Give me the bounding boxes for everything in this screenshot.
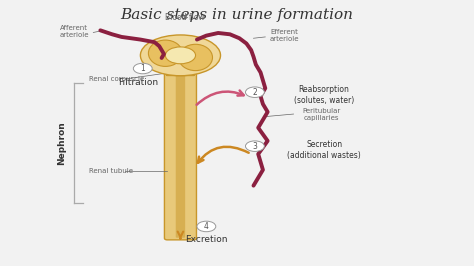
FancyBboxPatch shape: [164, 71, 197, 240]
Ellipse shape: [179, 44, 212, 70]
Circle shape: [197, 221, 216, 232]
Text: 2: 2: [253, 88, 257, 97]
Text: Basic steps in urine formation: Basic steps in urine formation: [120, 8, 354, 22]
Circle shape: [246, 141, 264, 151]
Text: 3: 3: [253, 142, 257, 151]
Text: Excretion: Excretion: [185, 235, 228, 244]
Ellipse shape: [148, 40, 182, 66]
Text: Afferent
arteriole: Afferent arteriole: [60, 25, 89, 38]
FancyBboxPatch shape: [166, 61, 195, 76]
Ellipse shape: [140, 35, 220, 76]
Text: Efferent
arteriole: Efferent arteriole: [269, 28, 299, 41]
Text: Nephron: Nephron: [57, 121, 66, 165]
Text: Renal tubule: Renal tubule: [89, 168, 133, 174]
Text: 1: 1: [140, 64, 145, 73]
Circle shape: [246, 87, 264, 97]
Circle shape: [165, 47, 196, 64]
Text: Blood flow: Blood flow: [165, 13, 205, 22]
Text: 4: 4: [204, 222, 209, 231]
Circle shape: [133, 63, 152, 74]
Text: Reabsorption
(solutes, water): Reabsorption (solutes, water): [294, 85, 354, 105]
Text: Renal corpuscle: Renal corpuscle: [89, 76, 144, 82]
FancyBboxPatch shape: [176, 73, 185, 238]
Text: Peritubular
capillaries: Peritubular capillaries: [303, 108, 341, 121]
Text: Filtration: Filtration: [118, 78, 158, 87]
Text: Secretion
(additional wastes): Secretion (additional wastes): [287, 140, 361, 160]
